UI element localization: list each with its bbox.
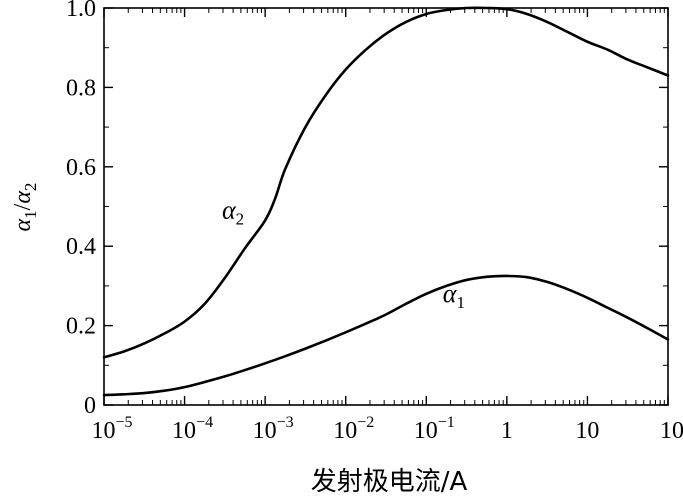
series-lines [102,6,670,397]
series-labels: α2 α1 [222,195,465,311]
y-tick-label: 0.6 [66,155,96,181]
x-tick-label: 1 [501,418,513,444]
x-tick-label: 10 [575,418,599,444]
x-tick-label: 10−3 [253,414,294,444]
tick-marks [103,7,669,406]
y-tick-label: 1.0 [66,0,96,22]
y-tick-label: 0.4 [66,234,96,260]
x-axis-title: 发射极电流/A [311,467,468,497]
plot-frame [103,7,669,406]
y-tick-label: 0 [84,393,96,419]
series-label-alpha1: α1 [443,279,465,312]
series-line-alpha1 [102,274,670,397]
x-tick-label: 102 [660,414,683,444]
y-tick-label: 0.8 [66,75,96,101]
y-axis-title: α1/α2 [10,183,40,232]
x-tick-label: 10−5 [91,414,132,444]
plot-border [103,7,669,406]
series-label-alpha2: α2 [222,195,244,228]
y-tick-label: 0.2 [66,314,96,340]
tick-labels: 10−5 10−4 10−3 10−2 10−1 1 10 102 0 0.2 0.4 0.6 0.8 1… [66,0,683,444]
series-line-alpha2 [102,6,670,359]
x-tick-label: 10−1 [414,414,455,444]
x-tick-label: 10−4 [172,414,213,444]
x-tick-label: 10−2 [333,414,374,444]
